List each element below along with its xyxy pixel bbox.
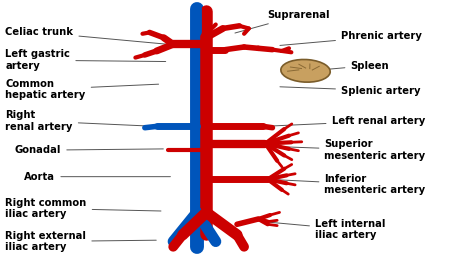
Text: Inferior
mesenteric artery: Inferior mesenteric artery: [271, 174, 426, 196]
Text: Right external
iliac artery: Right external iliac artery: [5, 231, 156, 252]
Text: Left internal
iliac artery: Left internal iliac artery: [266, 219, 385, 240]
Text: Phrenic artery: Phrenic artery: [280, 31, 422, 45]
Text: Right
renal artery: Right renal artery: [5, 110, 154, 132]
Text: Suprarenal: Suprarenal: [235, 10, 330, 33]
Text: Celiac trunk: Celiac trunk: [5, 27, 166, 44]
Ellipse shape: [281, 60, 330, 82]
Text: Aorta: Aorta: [24, 172, 171, 182]
Text: Left gastric
artery: Left gastric artery: [5, 49, 166, 71]
Text: Superior
mesenteric artery: Superior mesenteric artery: [271, 139, 426, 161]
Text: Splenic artery: Splenic artery: [280, 86, 420, 96]
Text: Gonadal: Gonadal: [15, 145, 164, 155]
Text: Right common
iliac artery: Right common iliac artery: [5, 198, 161, 219]
Text: Common
hepatic artery: Common hepatic artery: [5, 78, 159, 100]
Text: Spleen: Spleen: [313, 61, 389, 70]
Text: Left renal artery: Left renal artery: [266, 116, 425, 126]
